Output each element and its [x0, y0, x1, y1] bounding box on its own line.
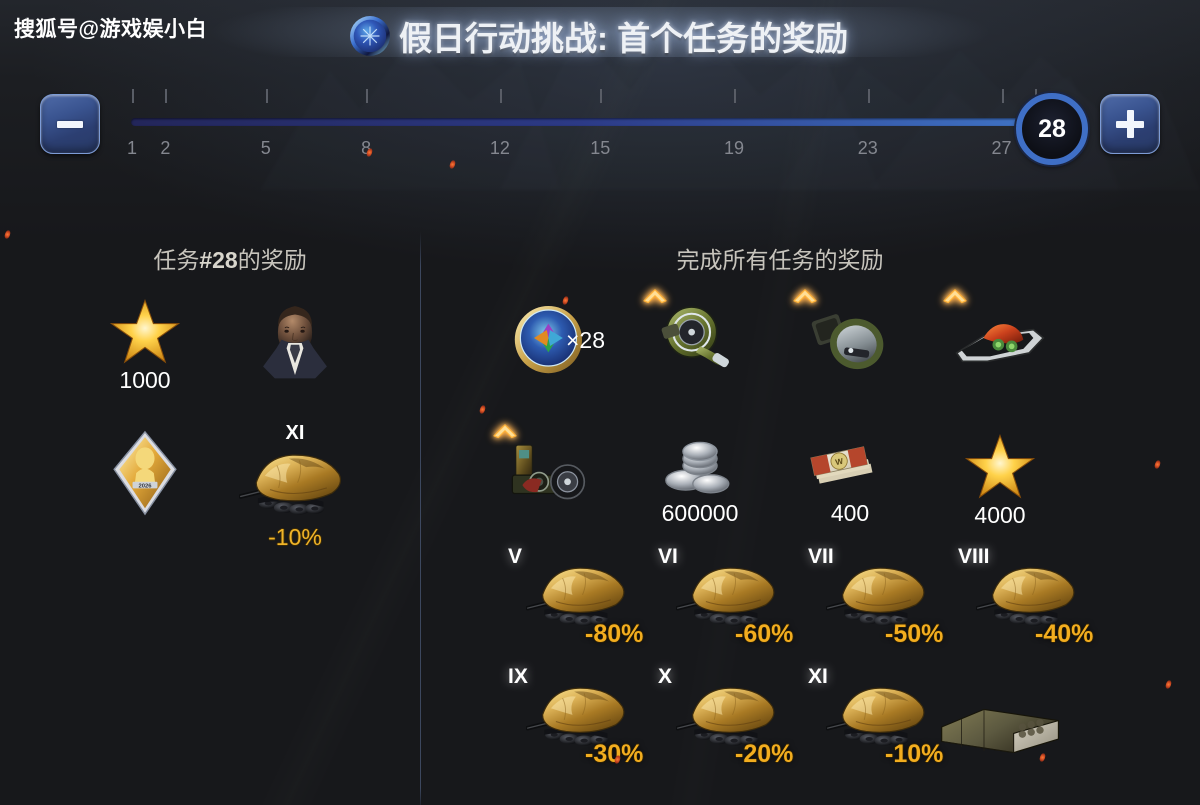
svg-text:2026: 2026: [138, 484, 152, 490]
